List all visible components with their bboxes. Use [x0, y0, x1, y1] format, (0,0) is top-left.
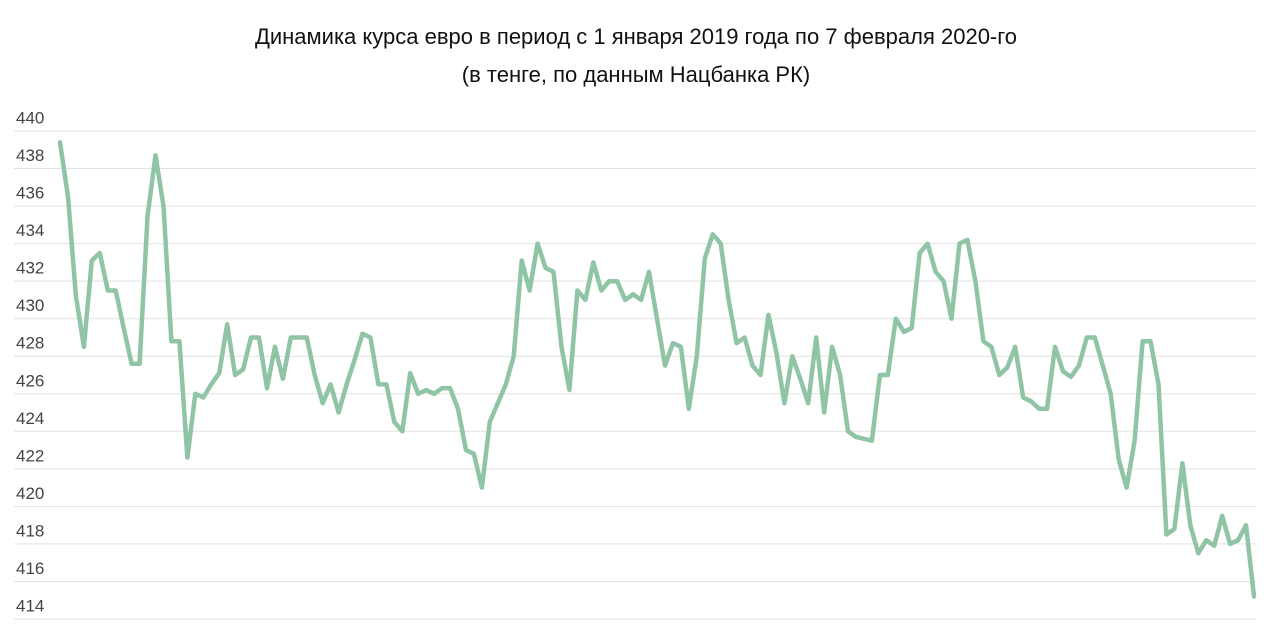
- y-tick-label: 436: [16, 184, 44, 203]
- y-tick-label: 416: [16, 559, 44, 578]
- y-tick-label: 424: [16, 409, 44, 428]
- y-tick-label: 428: [16, 334, 44, 353]
- y-tick-label: 418: [16, 521, 44, 540]
- y-tick-label: 420: [16, 484, 44, 503]
- y-tick-label: 440: [16, 108, 44, 127]
- y-tick-label: 432: [16, 259, 44, 278]
- chart-title: Динамика курса евро в период с 1 января …: [255, 24, 1017, 49]
- y-tick-label: 434: [16, 221, 44, 240]
- y-tick-label: 414: [16, 596, 44, 615]
- y-tick-label: 426: [16, 371, 44, 390]
- y-tick-label: 438: [16, 146, 44, 165]
- chart-subtitle: (в тенге, по данным Нацбанка РК): [462, 62, 811, 87]
- data-line: [57, 140, 1257, 599]
- y-tick-label: 422: [16, 446, 44, 465]
- y-tick-label: 430: [16, 296, 44, 315]
